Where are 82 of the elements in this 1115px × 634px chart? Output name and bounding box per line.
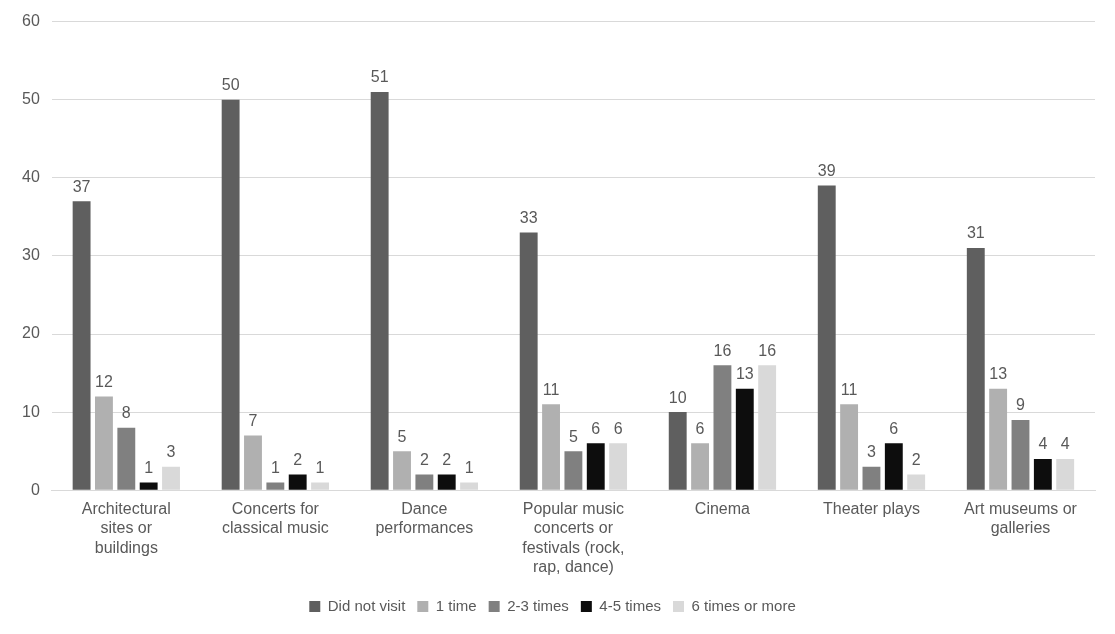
data-label: 6 [889, 419, 899, 437]
data-label: 2 [293, 450, 303, 468]
data-label: 5 [568, 427, 578, 445]
bar [817, 185, 836, 490]
bar [1011, 419, 1030, 490]
legend-label: 2-3 times [507, 596, 569, 614]
bar [266, 482, 285, 490]
x-tick-label: Cinema [694, 500, 751, 518]
bar [72, 201, 91, 490]
data-label: 51 [370, 68, 389, 86]
data-label: 11 [840, 380, 858, 398]
bar [966, 248, 985, 490]
bar [221, 99, 240, 490]
data-label: 13 [989, 365, 1008, 383]
bar [288, 474, 307, 490]
data-label: 16 [713, 341, 732, 359]
bar [370, 91, 389, 490]
bar [415, 474, 434, 490]
bar [691, 443, 710, 490]
bar [862, 466, 881, 490]
legend-label: Did not visit [327, 596, 407, 614]
bar [840, 404, 859, 490]
y-tick-label: 10 [22, 402, 40, 420]
data-label: 3 [166, 443, 176, 461]
data-label: 11 [542, 380, 560, 398]
legend-label: 1 time [435, 596, 477, 614]
x-tick-label: Concerts for classical music [222, 500, 329, 537]
data-label: 13 [735, 365, 754, 383]
data-label: 9 [1016, 396, 1026, 414]
data-label: 8 [121, 404, 131, 422]
y-tick-label: 30 [22, 246, 40, 264]
data-label: 12 [95, 372, 113, 390]
bar [586, 443, 605, 490]
data-label: 1 [270, 458, 280, 476]
data-label: 10 [668, 388, 687, 406]
data-label: 1 [315, 458, 325, 476]
x-tick-label: Popular music concerts or festivals (rock, rap, dance) [522, 500, 625, 575]
bar [519, 232, 538, 490]
data-label: 6 [613, 419, 623, 437]
data-label: 39 [817, 162, 836, 180]
data-label: 6 [591, 419, 601, 437]
bar [564, 451, 583, 490]
y-tick-label: 60 [22, 12, 40, 30]
data-label: 4 [1038, 435, 1048, 453]
bar [117, 427, 136, 490]
y-tick-label: 20 [22, 324, 40, 342]
bar [244, 435, 262, 490]
bar [735, 388, 754, 490]
x-tick-label: Art museums or galleries [964, 500, 1078, 537]
data-label: 16 [758, 341, 777, 359]
data-label: 37 [72, 177, 91, 195]
data-label: 6 [695, 419, 705, 437]
data-label: 1 [464, 458, 474, 476]
bar [884, 443, 903, 490]
bar [393, 451, 411, 490]
bar [139, 482, 158, 490]
data-label: 31 [966, 224, 985, 242]
data-label: 4 [1060, 435, 1070, 453]
bar [542, 404, 560, 490]
data-label: 2 [419, 450, 429, 468]
bar [95, 396, 113, 490]
x-tick-label: Architectural sites or buildings [81, 500, 171, 556]
bar [1033, 458, 1052, 490]
x-tick-label: Dance performances [375, 500, 474, 537]
legend-label: 4-5 times [599, 596, 662, 614]
data-label: 2 [442, 450, 452, 468]
data-label: 7 [248, 411, 258, 429]
bar [713, 365, 732, 490]
x-tick-label: Theater plays [822, 500, 920, 518]
y-tick-label: 40 [22, 168, 40, 186]
data-label: 5 [397, 427, 407, 445]
bar [437, 474, 456, 490]
data-label: 2 [911, 450, 921, 468]
bar [989, 388, 1008, 490]
legend-label: 6 times or more [691, 596, 796, 614]
bar [668, 412, 687, 490]
data-label: 33 [519, 208, 538, 226]
data-label: 3 [867, 443, 876, 461]
y-tick-label: 0 [30, 480, 40, 498]
data-label: 50 [221, 76, 240, 94]
data-label: 1 [144, 458, 154, 476]
y-tick-label: 50 [22, 90, 40, 108]
